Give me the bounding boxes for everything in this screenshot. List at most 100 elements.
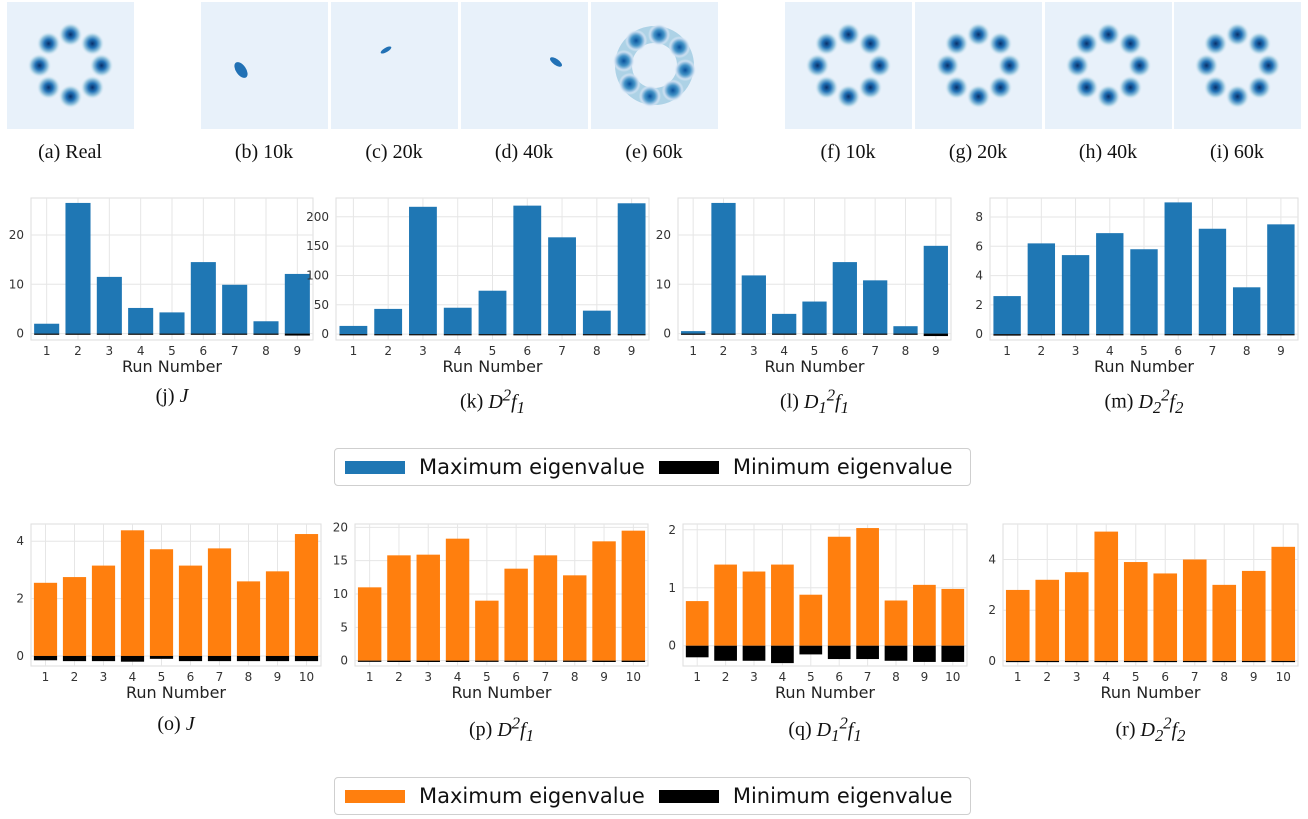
bar-max (294, 534, 319, 656)
bar-min (236, 655, 261, 662)
x-tick-label: 6 (523, 344, 531, 358)
density-mode (550, 57, 562, 67)
y-tick-label: 4 (975, 269, 983, 283)
x-tick-label: 8 (245, 670, 253, 684)
x-tick-label: 1 (1014, 670, 1022, 684)
bar-min (478, 334, 507, 336)
x-tick-label: 8 (902, 344, 910, 358)
bar-min (741, 333, 766, 335)
y-tick-label: 150 (306, 239, 329, 253)
x-axis-label: Run Number (775, 683, 875, 701)
bar-max (941, 588, 965, 646)
bar-max (34, 323, 60, 334)
bar-max (445, 538, 470, 661)
bar-chart: 0 1 2 1 2 3 4 5 6 7 8 9 10 Run Number (668, 523, 968, 701)
x-tick-label: 2 (384, 344, 392, 358)
bar-max (1005, 589, 1030, 661)
density-mode (80, 31, 105, 56)
bar-max (799, 594, 823, 646)
bar-max (923, 245, 948, 334)
density-plot (331, 2, 458, 129)
x-tick-label: 5 (807, 670, 815, 684)
y-tick-label: 10 (333, 587, 348, 601)
density-mode (836, 22, 861, 47)
y-tick-label: 2 (988, 603, 996, 617)
x-tick-label: 6 (187, 670, 195, 684)
x-tick-label: 9 (294, 344, 302, 358)
chart-caption: (r) D22f2 (1115, 713, 1186, 745)
bar-min (1005, 660, 1030, 663)
bar-chart: 0 5 10 15 20 1 2 3 4 5 6 7 8 9 10 Run Number (333, 520, 649, 701)
density-mode (1256, 53, 1281, 78)
bar-min (832, 333, 857, 335)
density-caption: (a) Real (38, 141, 102, 163)
density-caption: (b) 10k (234, 141, 294, 163)
density-caption: (f) 10k (820, 141, 876, 163)
y-tick-label: 0 (975, 327, 983, 341)
bar-max (128, 307, 154, 334)
bar-max (504, 568, 528, 661)
x-tick-label: 5 (168, 344, 176, 358)
bar-min (265, 655, 290, 662)
chart-caption: (m) D22f2 (1104, 385, 1184, 417)
x-tick-label: 1 (350, 344, 358, 358)
x-tick-label: 8 (262, 344, 270, 358)
density-mode (858, 31, 883, 56)
bar-max (711, 202, 736, 334)
y-tick-label: 0 (16, 649, 24, 663)
x-tick-label: 2 (722, 670, 730, 684)
chart-caption: (o) J (157, 713, 195, 735)
density-mode (58, 84, 83, 109)
legend-max-swatch (345, 460, 405, 474)
x-tick-label: 8 (571, 670, 579, 684)
x-tick-label: 9 (1250, 670, 1258, 684)
x-tick-label: 5 (1140, 344, 1148, 358)
density-mode (27, 53, 52, 78)
density-mode (935, 53, 960, 78)
density-mode (80, 75, 105, 100)
x-tick-label: 7 (542, 670, 550, 684)
density-plot (915, 2, 1042, 129)
bar-max (1153, 573, 1178, 661)
bar-max (265, 571, 290, 656)
bar-min (802, 333, 827, 335)
density-mode (668, 36, 691, 59)
y-tick-label: 100 (306, 268, 329, 282)
bar-max (621, 530, 646, 661)
x-tick-label: 7 (216, 670, 224, 684)
x-axis-label: Run Number (1100, 683, 1200, 701)
bar-max (685, 601, 709, 646)
x-tick-label: 3 (1073, 670, 1081, 684)
density-mode (1074, 75, 1099, 100)
x-tick-label: 10 (1276, 670, 1291, 684)
density-mode (836, 84, 861, 109)
bar-max (771, 564, 794, 646)
x-tick-label: 1 (689, 344, 697, 358)
bar-max (387, 555, 411, 661)
density-caption: (g) 20k (948, 141, 1008, 163)
density-caption: (e) 60k (625, 141, 683, 163)
y-tick-label: 4 (16, 534, 24, 548)
density-mode (612, 49, 635, 72)
density-mode (805, 53, 830, 78)
bar-max (374, 308, 403, 335)
bar-chart: 0 50 100 150 200 1 2 3 4 5 6 7 8 9 Run Number (306, 197, 650, 375)
x-tick-label: 3 (1072, 344, 1080, 358)
bar-max (339, 325, 368, 335)
bar-max (742, 571, 766, 646)
x-tick-label: 2 (1043, 670, 1051, 684)
bar-min (856, 645, 879, 660)
x-axis-label: Run Number (126, 683, 226, 701)
density-mode (1225, 84, 1250, 109)
bar-min (1123, 660, 1148, 663)
x-tick-label: 2 (71, 670, 79, 684)
bar-min (711, 333, 736, 335)
bar-min (1267, 334, 1295, 336)
x-tick-label: 2 (74, 344, 82, 358)
bar-min (827, 645, 851, 660)
density-mode (966, 84, 991, 109)
bar-min (771, 645, 794, 664)
bar-min (62, 655, 87, 662)
bar-max (856, 528, 879, 646)
bar-min (443, 334, 472, 336)
